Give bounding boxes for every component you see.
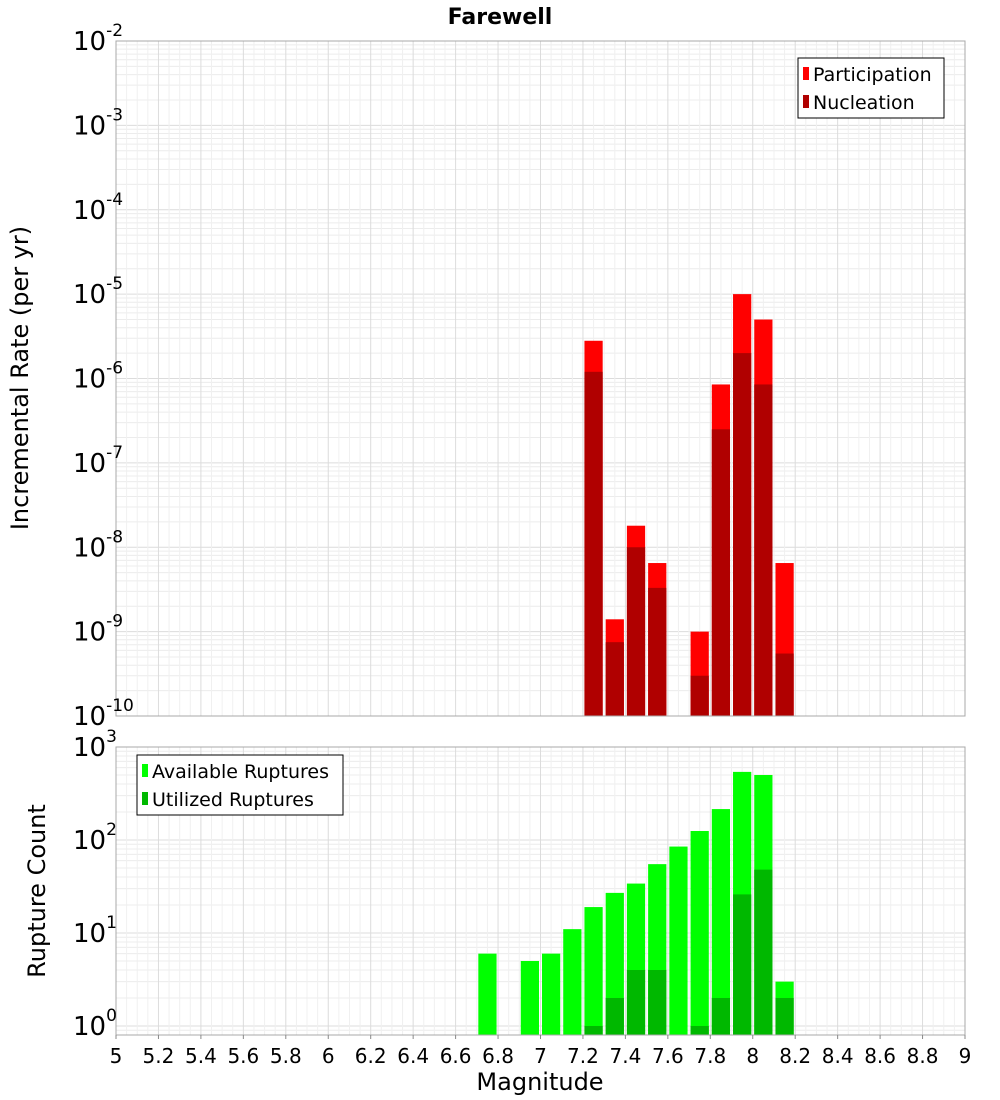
bar (584, 907, 603, 1035)
bar (669, 846, 688, 1035)
x-axis-label: Magnitude (476, 1068, 603, 1096)
bar (626, 969, 646, 1035)
legend-label: Nucleation (813, 92, 915, 114)
bar (584, 1025, 603, 1035)
x-tick-label: 5 (110, 1044, 123, 1068)
x-tick-label: 6.4 (397, 1044, 429, 1068)
y-tick-label: 100 (73, 1006, 117, 1042)
top-y-axis-label: Incremental Rate (per yr) (6, 226, 34, 530)
x-tick-label: 8.4 (822, 1044, 854, 1068)
legend-swatch (142, 792, 148, 805)
bar (775, 653, 794, 716)
x-tick-label: 7.4 (609, 1044, 641, 1068)
y-tick-label: 10-6 (73, 359, 123, 395)
x-tick-label: 5.2 (143, 1044, 175, 1068)
x-tick-label: 8 (746, 1044, 759, 1068)
bar (605, 997, 624, 1035)
bar (605, 642, 624, 716)
bar (520, 960, 539, 1035)
x-tick-label: 6 (322, 1044, 335, 1068)
rate-legend: Participation Nucleation (797, 57, 945, 119)
y-tick-label: 101 (73, 913, 117, 949)
legend-box (797, 57, 945, 119)
chart-title: Farewell (448, 5, 553, 30)
x-tick-label: 7.2 (567, 1044, 599, 1068)
bar (754, 869, 773, 1035)
count-y-ticks: 100 101 102 103 (73, 727, 117, 1042)
bar (733, 894, 752, 1035)
bar (775, 997, 794, 1035)
rate-grid (115, 40, 966, 717)
bar (478, 953, 497, 1035)
y-tick-label: 10-5 (73, 274, 123, 310)
x-tick-label: 6.6 (440, 1044, 472, 1068)
x-tick-label: 6.2 (355, 1044, 387, 1068)
y-tick-label: 10-10 (73, 696, 134, 732)
bar (754, 384, 773, 716)
x-tick-label: 7.6 (652, 1044, 684, 1068)
legend-swatch (803, 67, 809, 80)
y-tick-label: 102 (73, 820, 117, 856)
y-tick-label: 10-7 (73, 443, 123, 479)
x-tick-label: 8.8 (907, 1044, 939, 1068)
rate-plot-frame (115, 40, 966, 717)
legend-label: Participation (813, 64, 932, 86)
count-series-0 (478, 771, 794, 1035)
x-tick-label: 8.6 (864, 1044, 896, 1068)
bar (711, 429, 731, 716)
bar (711, 809, 731, 1035)
bar (584, 371, 603, 716)
bar (542, 953, 561, 1035)
bar (690, 675, 709, 716)
count-series-1 (584, 869, 794, 1035)
legend-swatch (142, 764, 148, 777)
x-tick-label: 5.8 (270, 1044, 302, 1068)
bar (690, 1025, 709, 1035)
legend-box (136, 754, 344, 816)
y-tick-label: 10-2 (73, 21, 123, 57)
legend-label: Available Ruptures (152, 761, 329, 783)
bar (733, 353, 752, 716)
participation-rate-panel: 10-10 10-9 10-8 10-7 10-6 10-5 10-4 10-3 10-2 Par… (73, 21, 966, 732)
legend-label: Utilized Ruptures (152, 789, 314, 811)
y-tick-label: 10-3 (73, 105, 123, 141)
x-tick-label: 8.2 (779, 1044, 811, 1068)
y-tick-label: 10-8 (73, 527, 123, 563)
y-tick-label: 10-9 (73, 612, 123, 648)
rate-y-ticks: 10-10 10-9 10-8 10-7 10-6 10-5 10-4 10-3 10-2 (73, 21, 134, 732)
x-tick-label: 7 (534, 1044, 547, 1068)
x-tick-label: 6.8 (482, 1044, 514, 1068)
y-tick-label: 103 (73, 727, 117, 763)
x-tick-label: 5.6 (227, 1044, 259, 1068)
bar (690, 830, 709, 1035)
x-tick-label: 9 (959, 1044, 972, 1068)
bar (648, 587, 667, 716)
x-tick-label: 5.4 (185, 1044, 217, 1068)
x-tick-label: 7.8 (694, 1044, 726, 1068)
bar (711, 997, 731, 1035)
y-tick-label: 10-4 (73, 190, 123, 226)
rate-series-1 (584, 353, 794, 716)
bottom-y-axis-label: Rupture Count (23, 804, 51, 978)
bar (626, 547, 646, 716)
bar (563, 929, 582, 1035)
count-legend: Available Ruptures Utilized Ruptures (136, 754, 344, 816)
bar (648, 969, 667, 1035)
legend-swatch (803, 95, 809, 108)
x-ticks: 5 5.2 5.4 5.6 5.8 6 6.2 6.4 6.6 6.8 7 7.2 7.4 7.6 7.8 8… (110, 1035, 972, 1068)
